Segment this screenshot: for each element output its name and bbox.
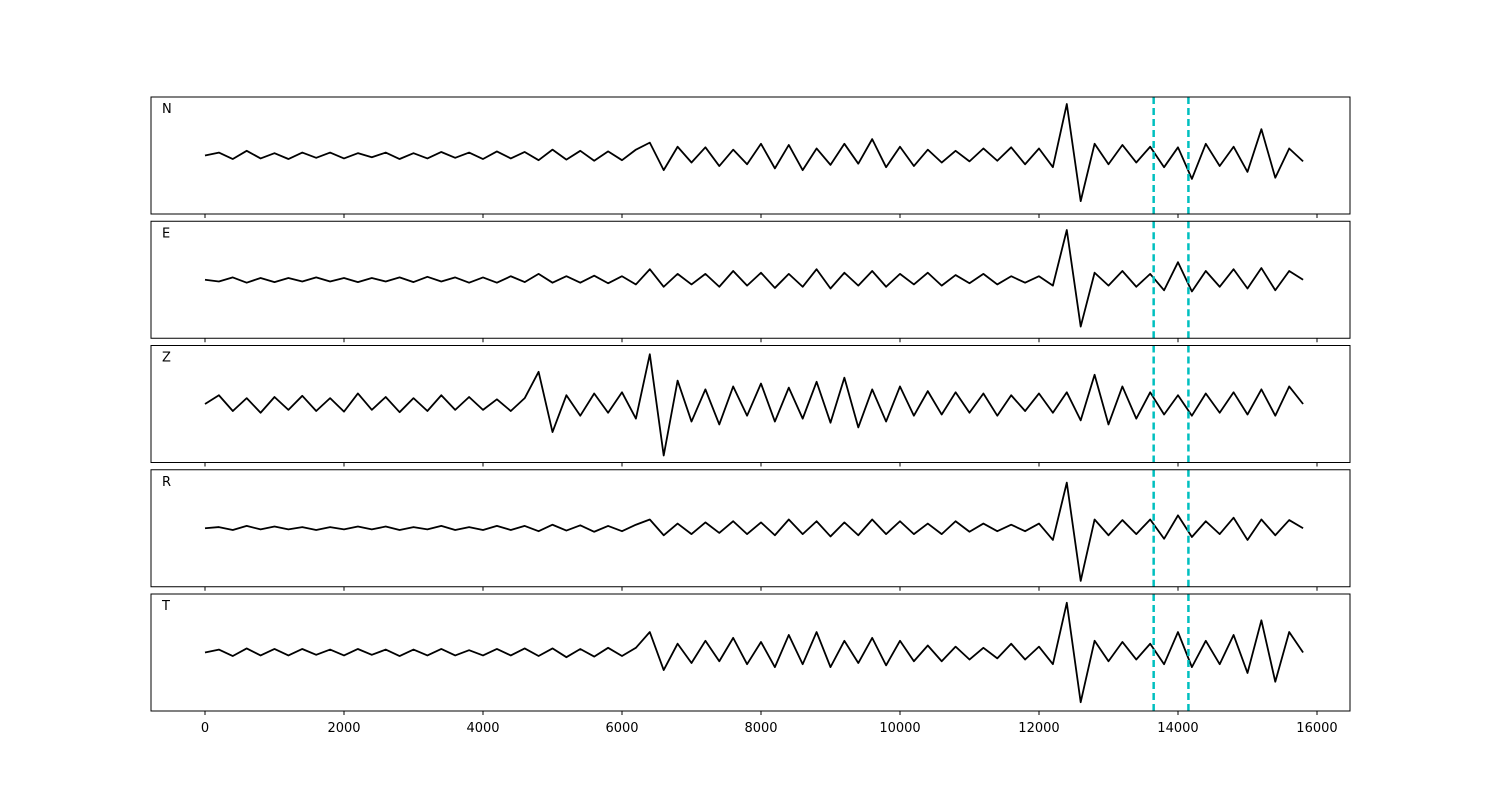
panel-label: R — [162, 475, 171, 490]
panel-frame — [150, 469, 1351, 588]
x-tick-label: 8000 — [744, 721, 777, 736]
waveform — [204, 103, 1304, 203]
panel-frame — [150, 593, 1351, 712]
panel-frame — [150, 220, 1351, 339]
panel-label: T — [161, 599, 170, 614]
x-tick-label: 10000 — [879, 721, 920, 736]
panel-label: N — [162, 102, 172, 117]
x-tick-label: 14000 — [1157, 721, 1198, 736]
panel-frame — [150, 96, 1351, 215]
waveform — [204, 353, 1304, 457]
panel-label: E — [162, 226, 170, 241]
x-tick-label: 16000 — [1296, 721, 1337, 736]
panel-label: Z — [162, 351, 171, 366]
waveform — [204, 601, 1304, 704]
x-tick-label: 4000 — [466, 721, 499, 736]
waveform — [204, 229, 1304, 328]
x-tick-label: 6000 — [605, 721, 638, 736]
panel-frame — [150, 345, 1351, 463]
x-tick-label: 12000 — [1018, 721, 1059, 736]
waveform — [204, 481, 1304, 582]
x-tick-label: 0 — [201, 721, 209, 736]
x-tick-label: 2000 — [327, 721, 360, 736]
